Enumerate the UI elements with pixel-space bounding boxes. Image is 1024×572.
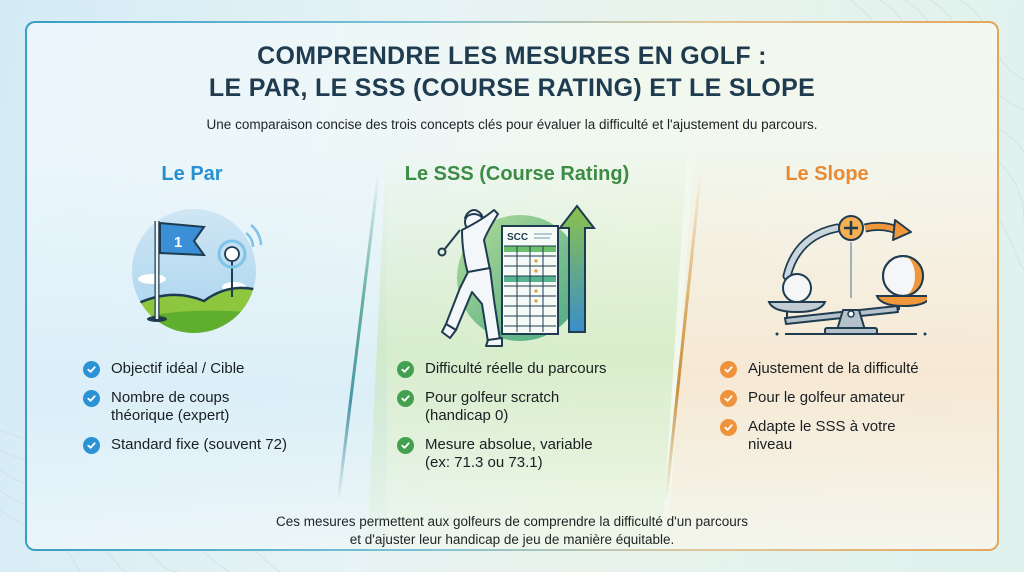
check-icon: [720, 390, 737, 407]
list-item: Standard fixe (souvent 72): [83, 436, 343, 454]
title-line-2: LE PAR, LE SSS (COURSE RATING) ET LE SLO…: [208, 74, 816, 102]
check-icon: [83, 390, 100, 407]
flag-green-icon: 1: [124, 209, 264, 334]
list-item: Ajustement de la difficulté: [720, 360, 980, 378]
footer-note: Ces mesures permettent aux golfeurs de c…: [27, 513, 997, 549]
list-item-text: Nombre de coups théorique (expert): [111, 389, 230, 424]
title-line-1: COMPRENDRE LES MESURES EN GOLF :: [257, 42, 767, 70]
sss-heading: Le SSS (Course Rating): [404, 163, 630, 185]
svg-text:1: 1: [174, 234, 182, 251]
list-item-text: Ajustement de la difficulté: [748, 360, 919, 377]
footer-line-1: Ces mesures permettent aux golfeurs de c…: [275, 514, 749, 529]
slope-column-background: [667, 153, 997, 549]
list-item: Adapte le SSS à votre niveau: [720, 418, 980, 454]
list-item: Mesure absolue, variable (ex: 71.3 ou 73…: [397, 436, 667, 472]
slope-feature-list: Ajustement de la difficulté Pour le golf…: [720, 360, 980, 465]
check-icon: [397, 390, 414, 407]
list-item-text: Objectif idéal / Cible: [111, 360, 245, 377]
list-item: Pour golfeur scratch (handicap 0): [397, 389, 667, 425]
svg-text:SCC: SCC: [507, 232, 528, 243]
check-icon: [397, 437, 414, 454]
check-icon: [83, 361, 100, 378]
page-title: COMPRENDRE LES MESURES EN GOLF : LE PAR,…: [27, 40, 997, 104]
footer-line-2: et d'ajuster leur handicap de jeu de man…: [349, 532, 675, 547]
list-item: Pour le golfeur amateur: [720, 389, 980, 407]
list-item-text: Difficulté réelle du parcours: [425, 360, 607, 377]
list-item-text: Adapte le SSS à votre niveau: [748, 418, 896, 453]
list-item: Objectif idéal / Cible: [83, 360, 343, 378]
list-item: Difficulté réelle du parcours: [397, 360, 667, 378]
par-heading: Le Par: [161, 163, 223, 185]
list-item-text: Mesure absolue, variable (ex: 71.3 ou 73…: [425, 436, 593, 471]
list-item-text: Standard fixe (souvent 72): [111, 436, 287, 453]
golfer-scorecard-icon: SCC: [432, 200, 602, 350]
list-item: Nombre de coups théorique (expert): [83, 389, 343, 425]
page-subtitle: Une comparaison concise des trois concep…: [206, 117, 818, 132]
par-feature-list: Objectif idéal / Cible Nombre de coups t…: [83, 360, 343, 465]
infographic-frame: COMPRENDRE LES MESURES EN GOLF : LE PAR,…: [25, 21, 999, 551]
check-icon: [83, 437, 100, 454]
list-item-text: Pour golfeur scratch (handicap 0): [425, 389, 560, 424]
sss-feature-list: Difficulté réelle du parcours Pour golfe…: [397, 360, 667, 483]
check-icon: [397, 361, 414, 378]
slope-heading: Le Slope: [785, 163, 869, 185]
check-icon: [720, 419, 737, 436]
list-item-text: Pour le golfeur amateur: [748, 389, 905, 406]
check-icon: [720, 361, 737, 378]
balance-scale-icon: [757, 206, 933, 336]
